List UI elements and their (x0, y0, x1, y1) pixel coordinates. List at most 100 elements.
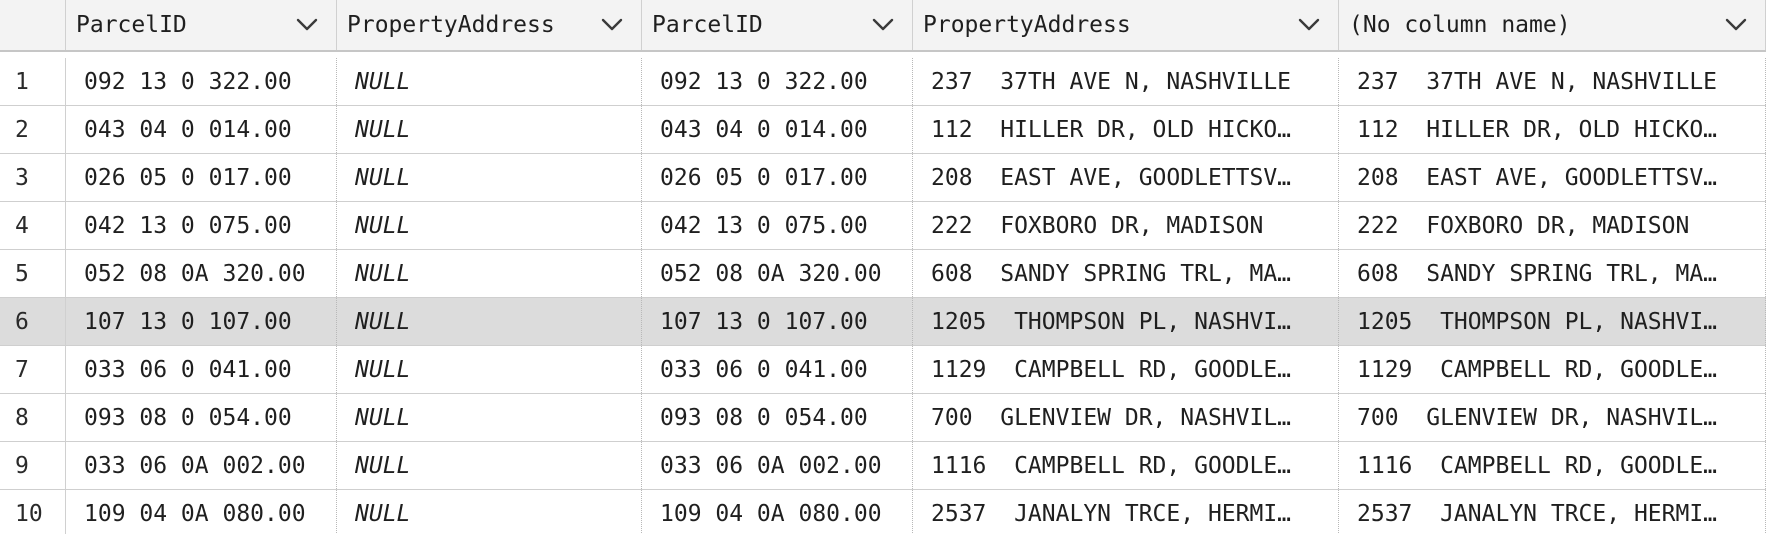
parcelid-cell[interactable]: 092 13 0 322.00 (642, 58, 913, 105)
parcelid-cell[interactable]: 107 13 0 107.00 (642, 298, 913, 345)
table-row[interactable]: 7 033 06 0 041.00 NULL 033 06 0 041.00 1129 … (0, 346, 1766, 394)
propertyaddress-null-cell[interactable]: NULL (337, 394, 642, 441)
computed-address-cell[interactable]: 222 FOXBORO DR, MADISON (1339, 202, 1766, 249)
parcelid-cell-text: 093 08 0 054.00 (84, 404, 292, 431)
parcelid-cell[interactable]: 033 06 0A 002.00 (66, 442, 337, 489)
row-number-cell[interactable]: 9 (0, 442, 66, 489)
row-number-cell[interactable]: 2 (0, 106, 66, 153)
table-row[interactable]: 6 107 13 0 107.00 NULL 107 13 0 107.00 1205 … (0, 298, 1766, 346)
parcelid-cell-text: 042 13 0 075.00 (84, 212, 292, 239)
row-number-cell-text: 10 (15, 500, 43, 527)
column-header-no-column-name[interactable]: (No column name) (1339, 0, 1766, 50)
parcelid-cell[interactable]: 042 13 0 075.00 (642, 202, 913, 249)
propertyaddress-cell[interactable]: 112 HILLER DR, OLD HICKO… (913, 106, 1339, 153)
parcelid-cell[interactable]: 026 05 0 017.00 (66, 154, 337, 201)
parcelid-cell[interactable]: 109 04 0A 080.00 (642, 490, 913, 534)
column-header-propertyaddress-2[interactable]: PropertyAddress (913, 0, 1339, 50)
column-header-parcelid-1[interactable]: ParcelID (66, 0, 337, 50)
row-number-cell[interactable]: 3 (0, 154, 66, 201)
chevron-down-icon[interactable] (1298, 14, 1320, 36)
row-number-cell[interactable]: 5 (0, 250, 66, 297)
chevron-down-icon[interactable] (601, 14, 623, 36)
propertyaddress-cell[interactable]: 1116 CAMPBELL RD, GOODLE… (913, 442, 1339, 489)
propertyaddress-cell[interactable]: 208 EAST AVE, GOODLETTSV… (913, 154, 1339, 201)
parcelid-cell-text: 092 13 0 322.00 (84, 68, 292, 95)
table-row[interactable]: 1 092 13 0 322.00 NULL 092 13 0 322.00 237 3… (0, 58, 1766, 106)
column-header-propertyaddress-1[interactable]: PropertyAddress (337, 0, 642, 50)
parcelid-cell[interactable]: 042 13 0 075.00 (66, 202, 337, 249)
row-number-cell-text: 6 (15, 308, 29, 335)
propertyaddress-null-cell-text: NULL (355, 308, 411, 335)
row-number-cell[interactable]: 6 (0, 298, 66, 345)
parcelid-cell[interactable]: 033 06 0A 002.00 (642, 442, 913, 489)
propertyaddress-null-cell[interactable]: NULL (337, 58, 642, 105)
parcelid-cell-text: 052 08 0A 320.00 (84, 260, 306, 287)
propertyaddress-cell[interactable]: 608 SANDY SPRING TRL, MA… (913, 250, 1339, 297)
chevron-down-icon[interactable] (296, 14, 318, 36)
propertyaddress-null-cell[interactable]: NULL (337, 250, 642, 297)
computed-address-cell[interactable]: 237 37TH AVE N, NASHVILLE (1339, 58, 1766, 105)
computed-address-cell[interactable]: 1116 CAMPBELL RD, GOODLE… (1339, 442, 1766, 489)
parcelid-cell-text: 042 13 0 075.00 (660, 212, 868, 239)
propertyaddress-cell[interactable]: 1205 THOMPSON PL, NASHVI… (913, 298, 1339, 345)
propertyaddress-null-cell[interactable]: NULL (337, 106, 642, 153)
computed-address-cell[interactable]: 112 HILLER DR, OLD HICKO… (1339, 106, 1766, 153)
propertyaddress-null-cell[interactable]: NULL (337, 202, 642, 249)
parcelid-cell[interactable]: 026 05 0 017.00 (642, 154, 913, 201)
table-row[interactable]: 2 043 04 0 014.00 NULL 043 04 0 014.00 112 H… (0, 106, 1766, 154)
row-number-cell-text: 2 (15, 116, 29, 143)
table-row[interactable]: 8 093 08 0 054.00 NULL 093 08 0 054.00 700 G… (0, 394, 1766, 442)
table-row[interactable]: 4 042 13 0 075.00 NULL 042 13 0 075.00 222 F… (0, 202, 1766, 250)
computed-address-cell[interactable]: 608 SANDY SPRING TRL, MA… (1339, 250, 1766, 297)
parcelid-cell[interactable]: 052 08 0A 320.00 (66, 250, 337, 297)
parcelid-cell[interactable]: 033 06 0 041.00 (642, 346, 913, 393)
propertyaddress-null-cell[interactable]: NULL (337, 154, 642, 201)
propertyaddress-cell[interactable]: 1129 CAMPBELL RD, GOODLE… (913, 346, 1339, 393)
row-number-cell[interactable]: 4 (0, 202, 66, 249)
computed-address-cell-text: 700 GLENVIEW DR, NASHVIL… (1357, 404, 1718, 431)
parcelid-cell[interactable]: 043 04 0 014.00 (66, 106, 337, 153)
computed-address-cell[interactable]: 1205 THOMPSON PL, NASHVI… (1339, 298, 1766, 345)
table-row[interactable]: 10 109 04 0A 080.00 NULL 109 04 0A 080.00 25… (0, 490, 1766, 534)
propertyaddress-null-cell[interactable]: NULL (337, 442, 642, 489)
computed-address-cell[interactable]: 1129 CAMPBELL RD, GOODLE… (1339, 346, 1766, 393)
parcelid-cell[interactable]: 093 08 0 054.00 (642, 394, 913, 441)
row-number-header[interactable] (0, 0, 66, 50)
parcelid-cell[interactable]: 107 13 0 107.00 (66, 298, 337, 345)
row-number-cell-text: 4 (15, 212, 29, 239)
table-row[interactable]: 3 026 05 0 017.00 NULL 026 05 0 017.00 208 E… (0, 154, 1766, 202)
table-row[interactable]: 5 052 08 0A 320.00 NULL 052 08 0A 320.00 608… (0, 250, 1766, 298)
table-row[interactable]: 9 033 06 0A 002.00 NULL 033 06 0A 002.00 111… (0, 442, 1766, 490)
computed-address-cell[interactable]: 208 EAST AVE, GOODLETTSV… (1339, 154, 1766, 201)
parcelid-cell[interactable]: 052 08 0A 320.00 (642, 250, 913, 297)
row-number-cell[interactable]: 10 (0, 490, 66, 534)
parcelid-cell[interactable]: 109 04 0A 080.00 (66, 490, 337, 534)
parcelid-cell[interactable]: 092 13 0 322.00 (66, 58, 337, 105)
computed-address-cell[interactable]: 700 GLENVIEW DR, NASHVIL… (1339, 394, 1766, 441)
column-header-parcelid-2[interactable]: ParcelID (642, 0, 913, 50)
parcelid-cell[interactable]: 043 04 0 014.00 (642, 106, 913, 153)
row-number-cell-text: 1 (15, 68, 29, 95)
chevron-down-icon[interactable] (1725, 14, 1747, 36)
row-number-cell[interactable]: 7 (0, 346, 66, 393)
propertyaddress-cell[interactable]: 222 FOXBORO DR, MADISON (913, 202, 1339, 249)
row-number-cell-text: 5 (15, 260, 29, 287)
propertyaddress-cell[interactable]: 237 37TH AVE N, NASHVILLE (913, 58, 1339, 105)
row-number-cell[interactable]: 1 (0, 58, 66, 105)
propertyaddress-null-cell[interactable]: NULL (337, 298, 642, 345)
column-header-label: ParcelID (652, 12, 763, 38)
row-number-cell[interactable]: 8 (0, 394, 66, 441)
chevron-down-icon[interactable] (872, 14, 894, 36)
propertyaddress-cell-text: 222 FOXBORO DR, MADISON (931, 212, 1264, 239)
propertyaddress-null-cell[interactable]: NULL (337, 490, 642, 534)
propertyaddress-cell[interactable]: 700 GLENVIEW DR, NASHVIL… (913, 394, 1339, 441)
column-header-label: (No column name) (1349, 12, 1571, 38)
propertyaddress-cell-text: 1116 CAMPBELL RD, GOODLE… (931, 452, 1292, 479)
parcelid-cell[interactable]: 033 06 0 041.00 (66, 346, 337, 393)
computed-address-cell-text: 222 FOXBORO DR, MADISON (1357, 212, 1690, 239)
propertyaddress-null-cell[interactable]: NULL (337, 346, 642, 393)
computed-address-cell[interactable]: 2537 JANALYN TRCE, HERMI… (1339, 490, 1766, 534)
propertyaddress-cell[interactable]: 2537 JANALYN TRCE, HERMI… (913, 490, 1339, 534)
parcelid-cell[interactable]: 093 08 0 054.00 (66, 394, 337, 441)
